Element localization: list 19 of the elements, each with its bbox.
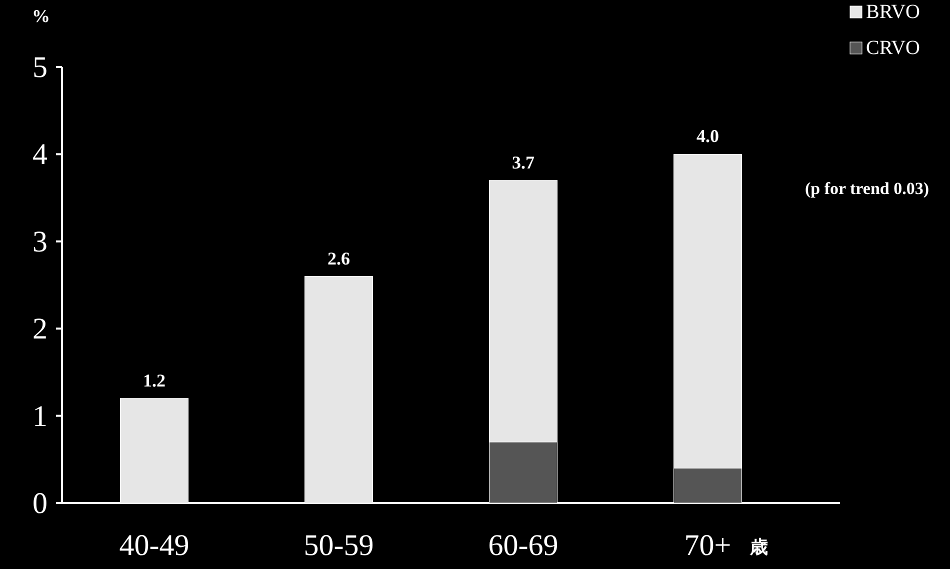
y-tick-label: 4 <box>32 138 48 172</box>
total-label: 2.6 <box>328 248 350 268</box>
legend-label: BRVO <box>866 1 920 23</box>
total-label: 4.0 <box>696 126 719 146</box>
y-tick-label: 1 <box>32 400 48 433</box>
total-label: 1.2 <box>143 370 166 390</box>
annotation: (p for trend 0.03) <box>805 179 930 198</box>
x-tick-label: 70+ <box>684 529 732 562</box>
y-tick-label: 0 <box>32 487 48 520</box>
x-axis-title: 歳 <box>749 537 768 558</box>
x-tick-label: 60-69 <box>488 529 558 562</box>
x-tick-label: 50-59 <box>304 529 374 562</box>
legend-label: CRVO <box>866 37 920 59</box>
y-tick-label: 5 <box>32 51 48 84</box>
total-label: 3.7 <box>512 152 534 172</box>
y-axis-title: % <box>32 6 50 26</box>
x-tick-label: 40-49 <box>119 529 190 562</box>
y-tick-label: 3 <box>32 225 48 258</box>
y-tick-label: 2 <box>32 312 48 346</box>
